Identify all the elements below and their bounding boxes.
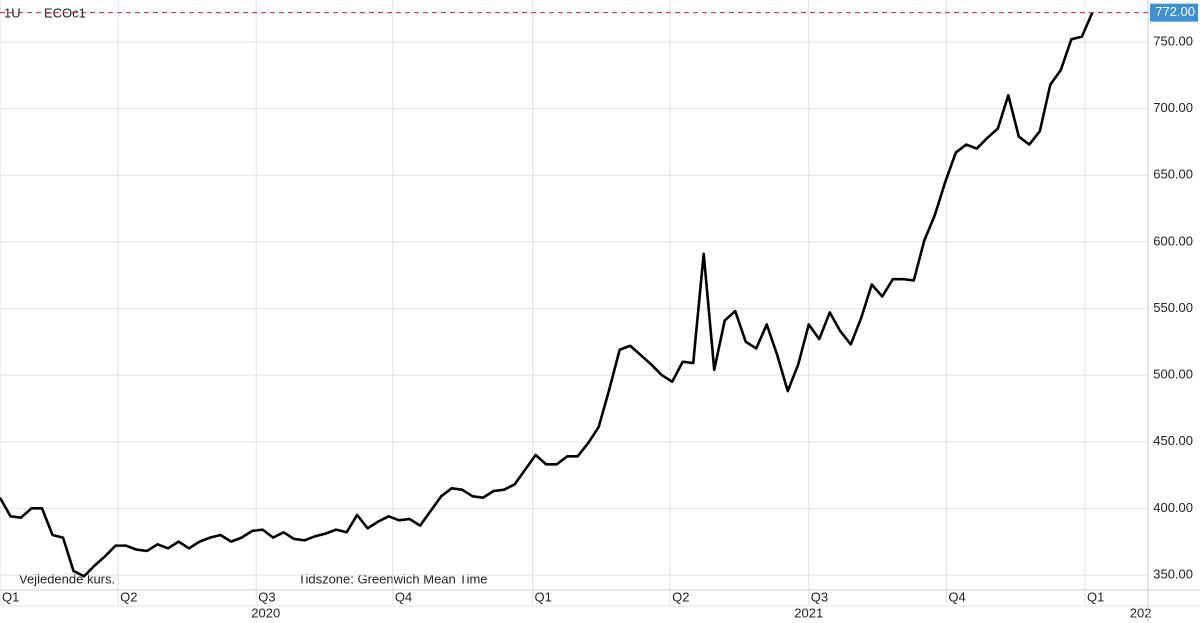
y-tick-label: 400.00 <box>1153 500 1193 515</box>
last-value-box <box>1150 3 1198 22</box>
x-tick-label: Q3 <box>258 589 275 604</box>
x-tick-label: Q1 <box>1087 589 1104 604</box>
x-tick-label: Q3 <box>811 589 828 604</box>
price-line <box>0 12 1094 578</box>
x-tick-label: Q2 <box>672 589 689 604</box>
note: Vejledende kurs. <box>19 571 115 586</box>
x-tick-label: Q4 <box>395 589 412 604</box>
year-label: 2020 <box>251 605 280 620</box>
x-tick-label: Q1 <box>535 589 552 604</box>
y-tick-label: 350.00 <box>1153 566 1193 581</box>
y-tick-label: 500.00 <box>1153 367 1193 382</box>
x-tick-label: Q4 <box>948 589 965 604</box>
y-tick-label: 750.00 <box>1153 33 1193 48</box>
x-tick-label: Q1 <box>2 589 19 604</box>
y-tick-label: 450.00 <box>1153 433 1193 448</box>
y-tick-label: 650.00 <box>1153 167 1193 182</box>
y-tick-label: 700.00 <box>1153 100 1193 115</box>
y-tick-label: 550.00 <box>1153 300 1193 315</box>
last-value-label: 772.00 <box>1155 4 1195 19</box>
year-label: 2021 <box>794 605 823 620</box>
y-tick-label: 600.00 <box>1153 233 1193 248</box>
year-label: 202 <box>1130 605 1152 620</box>
x-tick-label: Q2 <box>120 589 137 604</box>
